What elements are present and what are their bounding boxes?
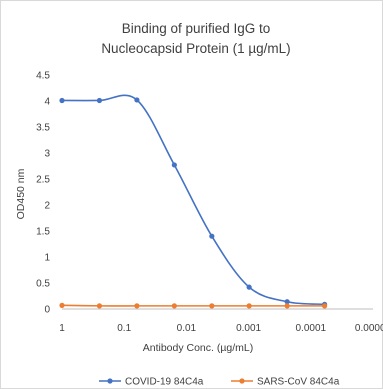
x-axis-label: Antibody Conc. (µg/mL) <box>143 342 254 354</box>
data-point <box>96 303 103 309</box>
y-axis-label: OD450 nm <box>15 168 27 219</box>
data-point <box>209 303 215 309</box>
y-tick-label: 2.5 <box>36 175 50 186</box>
data-point <box>134 303 140 309</box>
data-point <box>59 302 65 308</box>
data-point <box>96 97 103 104</box>
x-tick-label: 0.0001 <box>296 323 327 334</box>
x-tick-label: 0.1 <box>117 323 131 334</box>
series-line-2 <box>61 304 325 307</box>
data-point <box>284 299 290 305</box>
y-tick-label: 3 <box>44 149 50 160</box>
x-tick-label: 0.00001 <box>355 323 383 334</box>
y-tick-label: 1.5 <box>36 227 50 238</box>
data-point <box>209 233 215 239</box>
data-point <box>284 303 290 309</box>
data-point <box>171 162 177 168</box>
data-point <box>321 303 328 309</box>
data-point <box>246 303 252 309</box>
x-tick-label: 1 <box>59 323 65 334</box>
y-tick-label: 0 <box>44 305 50 316</box>
y-tick-label: 2 <box>44 201 50 212</box>
data-point <box>246 284 252 290</box>
series-line-1 <box>61 94 325 306</box>
data-point <box>59 97 65 104</box>
legend-marker <box>239 378 245 384</box>
y-tick-label: 4 <box>44 97 50 108</box>
y-tick-label: 4.5 <box>36 71 50 82</box>
data-point <box>134 97 140 103</box>
legend-marker <box>107 378 113 384</box>
chart-title-line-2: Nucleocapsid Protein (1 µg/mL) <box>101 41 290 56</box>
data-point <box>171 303 177 309</box>
legend: COVID-19 84C4a SARS-CoV 84C4a <box>99 377 340 388</box>
chart-title-line-1: Binding of purified IgG to <box>122 21 271 36</box>
legend-label: COVID-19 84C4a <box>125 377 204 388</box>
y-tick-label: 0.5 <box>36 279 50 290</box>
x-tick-label: 0.01 <box>177 323 197 334</box>
y-tick-label: 1 <box>44 253 50 264</box>
legend-label: SARS-CoV 84C4a <box>257 377 340 388</box>
y-tick-label: 3.5 <box>36 123 50 134</box>
x-tick-label: 0.001 <box>236 323 261 334</box>
